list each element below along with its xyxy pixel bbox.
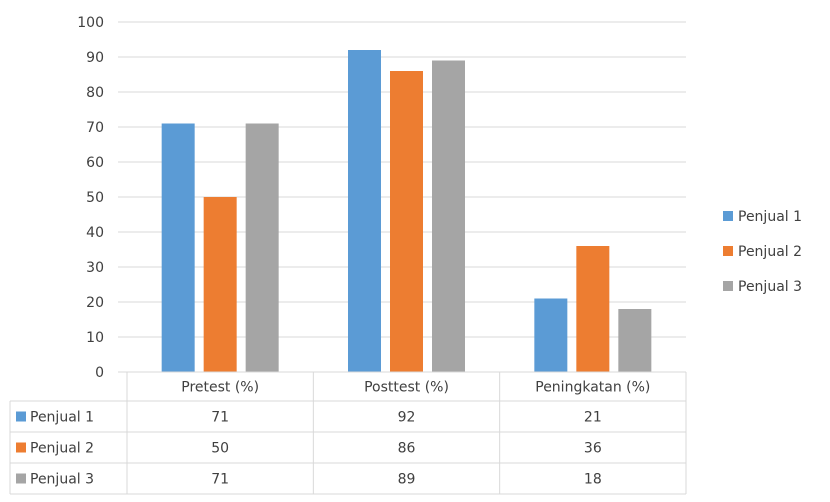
bar bbox=[534, 298, 568, 372]
y-tick-label: 40 bbox=[86, 225, 104, 241]
y-tick-label: 0 bbox=[95, 365, 104, 381]
table-series-label: Penjual 1 bbox=[30, 410, 94, 426]
legend-key bbox=[723, 281, 733, 291]
table-value: 18 bbox=[584, 472, 602, 488]
y-tick-label: 30 bbox=[86, 260, 104, 276]
bars bbox=[161, 50, 652, 372]
table-value: 36 bbox=[584, 441, 602, 457]
table-value: 92 bbox=[398, 410, 416, 426]
table-legend-key bbox=[16, 411, 26, 422]
table-value: 21 bbox=[584, 410, 602, 426]
table-value: 50 bbox=[211, 441, 229, 457]
data-table: Pretest (%) Posttest (%) Peningkatan (%) Pe… bbox=[9, 371, 687, 495]
y-tick-label: 60 bbox=[86, 155, 104, 171]
y-axis-tick-labels: 0 10 20 30 40 50 60 70 80 90 100 bbox=[77, 15, 104, 381]
legend-label: Penjual 2 bbox=[738, 244, 802, 260]
legend: Penjual 1 Penjual 2 Penjual 3 bbox=[723, 209, 802, 295]
y-tick-label: 70 bbox=[86, 120, 104, 136]
table-value: 71 bbox=[211, 472, 229, 488]
table-series-label: Penjual 3 bbox=[30, 472, 94, 488]
table-value: 71 bbox=[211, 410, 229, 426]
bar bbox=[618, 309, 652, 372]
table-series-label: Penjual 2 bbox=[30, 441, 94, 457]
bar bbox=[348, 50, 381, 372]
y-tick-label: 50 bbox=[86, 190, 104, 206]
y-tick-label: 100 bbox=[77, 15, 104, 31]
bar bbox=[432, 60, 465, 372]
table-legend-key bbox=[16, 473, 26, 484]
y-tick-label: 90 bbox=[86, 50, 104, 66]
y-tick-label: 10 bbox=[86, 330, 104, 346]
y-tick-label: 20 bbox=[86, 295, 104, 311]
legend-label: Penjual 3 bbox=[738, 279, 802, 295]
y-tick-label: 80 bbox=[86, 85, 104, 101]
legend-label: Penjual 1 bbox=[738, 209, 802, 225]
bar bbox=[390, 71, 423, 372]
legend-key bbox=[723, 211, 733, 221]
legend-key bbox=[723, 246, 733, 256]
bar bbox=[203, 197, 237, 372]
bar bbox=[245, 123, 279, 372]
category-label: Peningkatan (%) bbox=[535, 380, 650, 396]
bar bbox=[576, 246, 610, 372]
table-value: 86 bbox=[398, 441, 416, 457]
category-label: Pretest (%) bbox=[181, 380, 259, 396]
table-value: 89 bbox=[398, 472, 416, 488]
category-label: Posttest (%) bbox=[364, 380, 449, 396]
table-legend-key bbox=[16, 442, 26, 453]
bar bbox=[161, 123, 195, 372]
